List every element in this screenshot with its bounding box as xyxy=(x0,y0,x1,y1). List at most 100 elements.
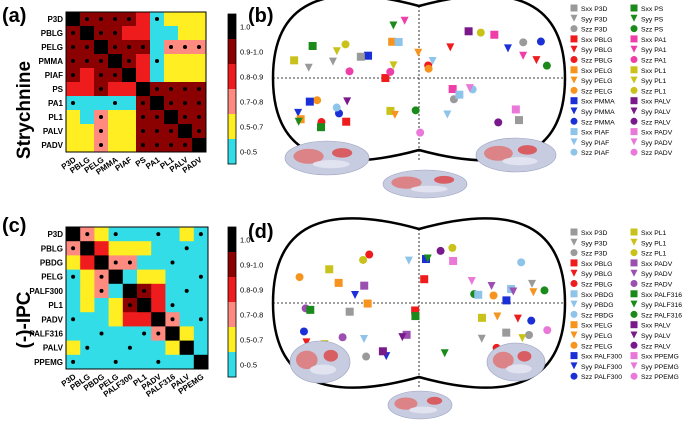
heatmap-cell xyxy=(151,283,166,299)
heatmap-frame xyxy=(65,226,209,370)
triangle-marker xyxy=(294,108,303,117)
heatmap-cell xyxy=(192,68,207,83)
heatmap-c: P3DP3DPBLGPBLGPBDGPBDGPELGPELGPALF300PAL… xyxy=(29,226,263,399)
heatmap-cell xyxy=(193,354,209,370)
colorbar-segment xyxy=(228,277,236,303)
heatmap-cell xyxy=(122,68,137,83)
colorbar-segment xyxy=(228,114,236,140)
circle-marker xyxy=(570,341,578,349)
heatmap-cell xyxy=(179,255,195,270)
row-tick-label: PELG xyxy=(41,273,63,282)
significance-dot xyxy=(99,115,103,119)
circle-marker xyxy=(543,326,552,335)
heatmap-cell xyxy=(122,96,137,111)
legend-entry-label: Syy PL1 xyxy=(641,78,667,85)
square-marker xyxy=(570,66,578,74)
molecule-highlight xyxy=(309,364,337,375)
square-marker xyxy=(449,256,458,265)
legend-entry-label: Syy PBLG xyxy=(581,271,612,278)
triangle-marker xyxy=(630,300,638,308)
legend-entry-label: Sxx PL1 xyxy=(641,68,667,75)
legend-entry-label: Szz PMMA xyxy=(581,119,615,126)
legend-entry-label: Szz PBDG xyxy=(581,312,613,319)
circle-marker xyxy=(570,86,578,94)
legend-entry-label: Sxx PMMA xyxy=(581,99,615,106)
colorbar-label: 0.7-0.8 xyxy=(240,311,263,320)
significance-dot xyxy=(142,288,147,293)
legend-entry-label: Szz PIAF xyxy=(581,150,609,157)
circle-marker xyxy=(517,258,526,267)
heatmap-cell xyxy=(122,354,138,370)
circle-marker xyxy=(540,286,549,295)
circle-marker xyxy=(341,40,350,49)
triangle-marker xyxy=(477,334,486,343)
significance-dot xyxy=(99,59,103,63)
triangle-marker xyxy=(570,45,578,53)
circle-marker xyxy=(570,249,578,257)
heatmap-cell xyxy=(179,354,195,370)
heatmap-cell xyxy=(165,340,180,356)
circle-marker xyxy=(630,148,638,156)
circle-marker xyxy=(570,280,578,287)
legend-entry-label: Sxx PBDG xyxy=(581,292,613,299)
significance-dot xyxy=(141,101,145,105)
square-marker xyxy=(306,305,315,314)
heatmap-cell xyxy=(94,255,109,270)
significance-dot xyxy=(71,73,75,77)
heatmap-cell xyxy=(164,26,179,41)
legend-entry-label: Szz PADV xyxy=(641,150,673,157)
square-marker xyxy=(305,97,314,106)
heatmap-cell xyxy=(136,54,151,69)
triangle-marker xyxy=(518,334,527,343)
triangle-marker xyxy=(630,107,638,115)
molecule-negative-patch xyxy=(394,397,418,410)
significance-dot xyxy=(169,45,173,49)
heatmap-cell xyxy=(151,269,166,285)
triangle-marker xyxy=(493,312,502,321)
heatmap-cell xyxy=(122,110,137,125)
significance-dot xyxy=(71,359,76,364)
legend-entry-label: Szz PL1 xyxy=(641,251,667,258)
significance-dot xyxy=(85,59,89,63)
molecule-negative-patch xyxy=(434,175,455,184)
square-marker xyxy=(356,52,365,61)
significance-dot xyxy=(99,143,103,147)
significance-dot xyxy=(197,129,201,133)
legend-entry-label: Sxx PALV xyxy=(641,323,671,330)
square-marker xyxy=(325,265,334,274)
colorbar-segment xyxy=(228,302,236,328)
legend-entry-label: Szz PA1 xyxy=(641,58,667,65)
circle-marker xyxy=(570,372,578,380)
heatmap-cell xyxy=(66,283,81,299)
heatmap-cell xyxy=(151,312,166,327)
heatmap-cell xyxy=(80,26,95,41)
panel-label-a: (a) xyxy=(2,5,26,27)
heatmap-cell xyxy=(66,124,81,139)
heatmap-cell xyxy=(108,312,124,327)
circle-marker xyxy=(519,38,528,47)
row-tick-label: PALF316 xyxy=(29,330,63,339)
heatmap-cell xyxy=(80,326,95,341)
heatmap-cell xyxy=(193,283,209,299)
heatmap-cell xyxy=(151,255,166,270)
square-marker xyxy=(502,296,511,305)
triangle-marker xyxy=(443,110,452,119)
heatmap-cell xyxy=(179,340,195,356)
square-marker xyxy=(570,228,578,236)
triangle-marker xyxy=(467,277,476,286)
triangle-marker xyxy=(570,300,578,308)
significance-dot xyxy=(99,73,103,77)
square-marker xyxy=(402,330,411,339)
heatmap-cell xyxy=(80,124,95,139)
square-marker xyxy=(448,85,457,94)
heatmap-cell xyxy=(165,227,180,242)
circle-marker xyxy=(542,61,551,70)
triangle-marker xyxy=(304,63,313,72)
heatmap-cell xyxy=(137,255,152,270)
heatmap-cell xyxy=(80,354,95,370)
legend-entry-label: Syy PELG xyxy=(581,78,612,85)
significance-dot xyxy=(170,260,175,265)
square-marker xyxy=(388,37,397,46)
heatmap-cell xyxy=(137,269,152,285)
